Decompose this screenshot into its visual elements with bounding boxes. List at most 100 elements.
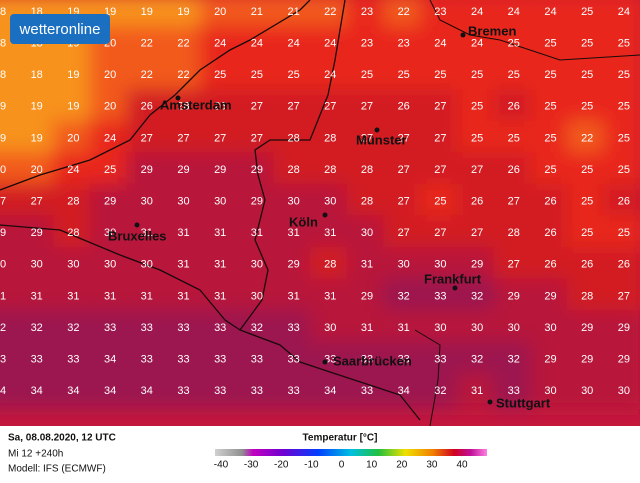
temperature-cell	[273, 120, 314, 157]
temperature-value: 26	[398, 101, 410, 113]
temperature-cell	[383, 57, 425, 93]
temperature-cell	[53, 247, 94, 283]
temperature-value: 27	[251, 101, 263, 113]
temperature-value: 25	[581, 164, 593, 176]
temperature-cell	[493, 183, 535, 220]
temperature-cell	[163, 341, 204, 378]
temperature-value: 21	[287, 6, 299, 18]
temperature-value: 33	[434, 290, 446, 302]
temperature-field	[0, 0, 640, 409]
temperature-value: 26	[581, 259, 593, 271]
temperature-value: 30	[581, 385, 593, 397]
temperature-value: 31	[214, 259, 226, 271]
temperature-value: 23	[398, 38, 410, 50]
temperature-value: 27	[434, 164, 446, 176]
temperature-value: 24	[618, 6, 630, 18]
temperature-value: 30	[251, 259, 263, 271]
temperature-cell	[53, 215, 94, 251]
temperature-value: 29	[471, 259, 483, 271]
temperature-value: 30	[0, 259, 6, 271]
temperature-cell	[0, 57, 21, 93]
cities: Bremen Amsterdam Münster Köln Bruxelles Frank…	[108, 23, 551, 410]
temperature-cell	[420, 310, 461, 346]
temperature-value: 34	[141, 385, 153, 397]
temperature-value: 31	[177, 227, 189, 239]
temperature-value: 25	[544, 69, 556, 81]
temperature-value: 27	[471, 164, 483, 176]
temperature-cell	[309, 152, 351, 188]
temperature-value: 25	[508, 38, 520, 50]
temperature-cell	[163, 183, 204, 220]
temperature-labels: 18 18 19 19 19 19 20 21 21 22 23 22 23 24 24 24 25 24 18 18…	[0, 6, 630, 397]
city-name: Köln	[289, 214, 318, 229]
temperature-value: 28	[361, 196, 373, 208]
temperature-cell	[346, 183, 388, 220]
temperature-cell	[420, 120, 461, 157]
temperature-cell	[236, 278, 278, 315]
temperature-cell	[346, 0, 388, 30]
temperature-cell	[89, 183, 131, 220]
temperature-cell	[603, 215, 640, 251]
temperature-cell	[16, 278, 58, 315]
temperature-cell	[309, 215, 351, 251]
temperature-value: 33	[214, 354, 226, 366]
temperature-cell	[456, 247, 498, 283]
temperature-value: 24	[434, 38, 446, 50]
temperature-value: 27	[398, 164, 410, 176]
temperature-cell	[603, 89, 640, 125]
temperature-value: 27	[324, 101, 336, 113]
temperature-cell	[456, 183, 498, 220]
temperature-value: 27	[177, 132, 189, 144]
temperature-value: 27	[618, 290, 630, 302]
temperature-cell	[163, 89, 204, 125]
temperature-cell	[566, 89, 608, 125]
temperature-cell	[493, 215, 535, 251]
temperature-cell	[530, 373, 571, 409]
temperature-cell	[89, 247, 131, 283]
temperature-cell	[126, 0, 168, 30]
temperature-cell	[309, 310, 351, 346]
temperature-cell	[309, 25, 351, 62]
temperature-value: 27	[287, 101, 299, 113]
temperature-cell	[273, 373, 314, 409]
temperature-cell	[89, 152, 131, 188]
temperature-value: 30	[104, 227, 116, 239]
temperature-value: 23	[361, 6, 373, 18]
temperature-value: 29	[544, 290, 556, 302]
legend-tick-label: -20	[274, 460, 289, 471]
temperature-cell	[126, 57, 168, 93]
temperature-value: 31	[287, 290, 299, 302]
temperature-cell	[0, 341, 21, 378]
temperature-cell	[566, 57, 608, 93]
temperature-value: 33	[287, 322, 299, 334]
temperature-value: 24	[471, 38, 483, 50]
temperature-value: 25	[434, 196, 446, 208]
legend-tick-label: -40	[214, 460, 229, 471]
temperature-cell	[530, 247, 571, 283]
temperature-value: 30	[544, 385, 556, 397]
legend-tick-label: 0	[339, 460, 345, 471]
temperature-cell	[383, 278, 425, 315]
temperature-value: 33	[141, 322, 153, 334]
temperature-value: 33	[214, 385, 226, 397]
temperature-value: 25	[544, 164, 556, 176]
temperature-value: 26	[214, 101, 226, 113]
temperature-value: 33	[31, 354, 43, 366]
temperature-cell	[493, 373, 535, 409]
temperature-cell	[273, 183, 314, 220]
temperature-value: 33	[67, 354, 79, 366]
temperature-value: 31	[471, 385, 483, 397]
temperature-cell	[309, 278, 351, 315]
temperature-cell	[236, 183, 278, 220]
temperature-value: 26	[544, 227, 556, 239]
temperature-cell	[530, 341, 571, 378]
temperature-cell	[603, 278, 640, 315]
temperature-value: 27	[31, 196, 43, 208]
temperature-cell	[273, 57, 314, 93]
temperature-value: 27	[0, 196, 6, 208]
temperature-cell	[0, 373, 21, 409]
temperature-cell	[420, 247, 461, 283]
temperature-value: 34	[104, 354, 116, 366]
temperature-value: 33	[177, 385, 189, 397]
temperature-cell	[199, 341, 241, 378]
